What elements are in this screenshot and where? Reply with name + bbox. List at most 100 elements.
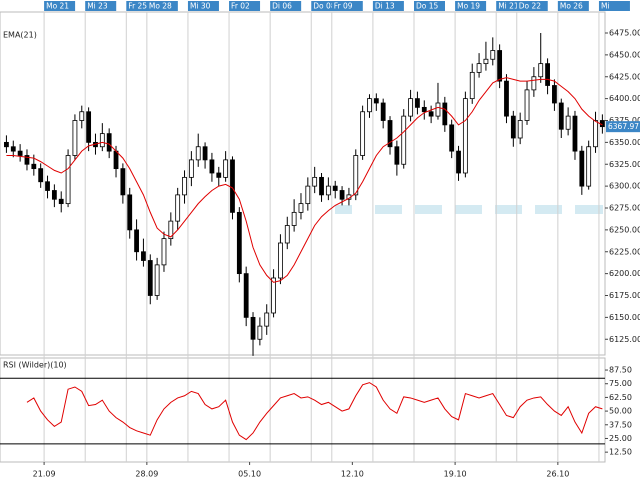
zone-marker: [455, 205, 482, 214]
day-label-box: [85, 1, 117, 11]
y-tick-label: 62.50: [609, 393, 632, 402]
day-label: Di 06: [272, 2, 292, 11]
candle-body: [462, 98, 468, 174]
y-tick-label: 87.50: [609, 366, 632, 375]
candle-body: [394, 146, 400, 165]
zone-marker: [415, 205, 442, 214]
day-label-box: [126, 1, 158, 11]
y-tick-label: 6350.00: [609, 138, 640, 147]
zone-marker: [335, 205, 352, 214]
candle-body: [421, 106, 427, 113]
y-tick-label: 12.50: [609, 448, 632, 457]
candle-body: [106, 133, 112, 152]
candle-body: [195, 146, 201, 161]
candle-body: [538, 63, 544, 78]
candle-body: [147, 260, 153, 296]
candle-body: [161, 238, 167, 266]
candle-body: [367, 98, 372, 113]
candle-body: [456, 150, 461, 174]
day-label-box: [516, 1, 548, 11]
candle-body: [332, 185, 338, 191]
candle-body: [202, 146, 208, 161]
candle-body: [113, 150, 119, 170]
last-price-box: [606, 121, 640, 133]
day-label-box: [455, 1, 487, 11]
candle-body: [284, 225, 290, 244]
candle-body: [264, 312, 270, 327]
y-tick-label: 37.50: [609, 420, 632, 429]
candle-body: [449, 124, 455, 152]
y-tick-label: 6175.00: [609, 291, 640, 300]
line-series: [26, 382, 603, 441]
candle-body: [127, 194, 133, 231]
y-tick-label: 6450.00: [609, 50, 640, 59]
x-tick-label: 05.10: [238, 470, 261, 479]
candle-body: [593, 120, 598, 148]
candle-body: [134, 229, 139, 253]
zone-marker: [535, 205, 562, 214]
candle-body: [524, 89, 530, 121]
y-tick-label: 6200.00: [609, 269, 640, 278]
y-tick-label: 50.00: [609, 407, 632, 416]
day-label-box: [187, 1, 219, 11]
candle-body: [565, 115, 571, 130]
candle-body: [360, 111, 366, 156]
candle-body: [497, 50, 503, 82]
candle-body: [175, 194, 181, 222]
day-label: Mo 19: [457, 2, 480, 11]
marks: [4, 33, 605, 441]
day-label-box: [372, 1, 404, 11]
candle-body: [250, 316, 256, 340]
day-label: Mi 21: [498, 2, 519, 11]
candle-body: [579, 150, 585, 187]
day-label: Mi: [601, 2, 610, 11]
candle-body: [257, 325, 263, 340]
day-label-box: [598, 1, 630, 11]
price-panel: [0, 11, 606, 356]
day-label: Fr 25: [128, 2, 147, 11]
candle-body: [278, 242, 283, 279]
candle-body: [31, 163, 37, 170]
day-label-box: [331, 1, 363, 11]
zone-marker: [495, 205, 522, 214]
x-tick-label: 28.09: [135, 470, 158, 479]
day-label: Fr 02: [231, 2, 250, 11]
candle-body: [435, 102, 441, 117]
y-tick-label: 6400.00: [609, 94, 640, 103]
candle-body: [230, 159, 235, 213]
x-tick-label: 21.09: [33, 470, 56, 479]
day-label: Do 08: [313, 2, 336, 11]
rsi-panel: [0, 357, 606, 463]
x-tick-label: 12.10: [341, 470, 364, 479]
candle-body: [469, 71, 475, 100]
candle-body: [517, 120, 523, 139]
candle-body: [38, 168, 44, 183]
y-tick-label: 6250.00: [609, 225, 640, 234]
candle-body: [586, 146, 592, 187]
candle-body: [408, 98, 413, 117]
candle-body: [65, 155, 71, 205]
candle-body: [545, 63, 550, 86]
candle-body: [428, 111, 434, 117]
candle-body: [236, 211, 242, 275]
day-label-box: [146, 1, 178, 11]
day-label: Mo 26: [560, 2, 583, 11]
candle-body: [79, 111, 85, 121]
last-price-label: 6367.97: [608, 122, 639, 131]
candle-body: [141, 251, 146, 261]
candle-body: [312, 176, 318, 187]
candle-body: [572, 115, 578, 152]
candle-body: [72, 120, 78, 156]
y-tick-label: 6475.00: [609, 29, 640, 38]
candle-body: [476, 63, 482, 73]
candle-body: [510, 115, 516, 139]
candle-body: [45, 181, 50, 191]
y-tick-label: 6275.00: [609, 204, 640, 213]
y-tick-label: 6150.00: [609, 313, 640, 322]
y-tick-label: 6125.00: [609, 335, 640, 344]
day-label-box: [496, 1, 528, 11]
y-tick-label: 6225.00: [609, 247, 640, 256]
candle-body: [271, 277, 276, 314]
x-tick-label: 19.10: [444, 470, 467, 479]
